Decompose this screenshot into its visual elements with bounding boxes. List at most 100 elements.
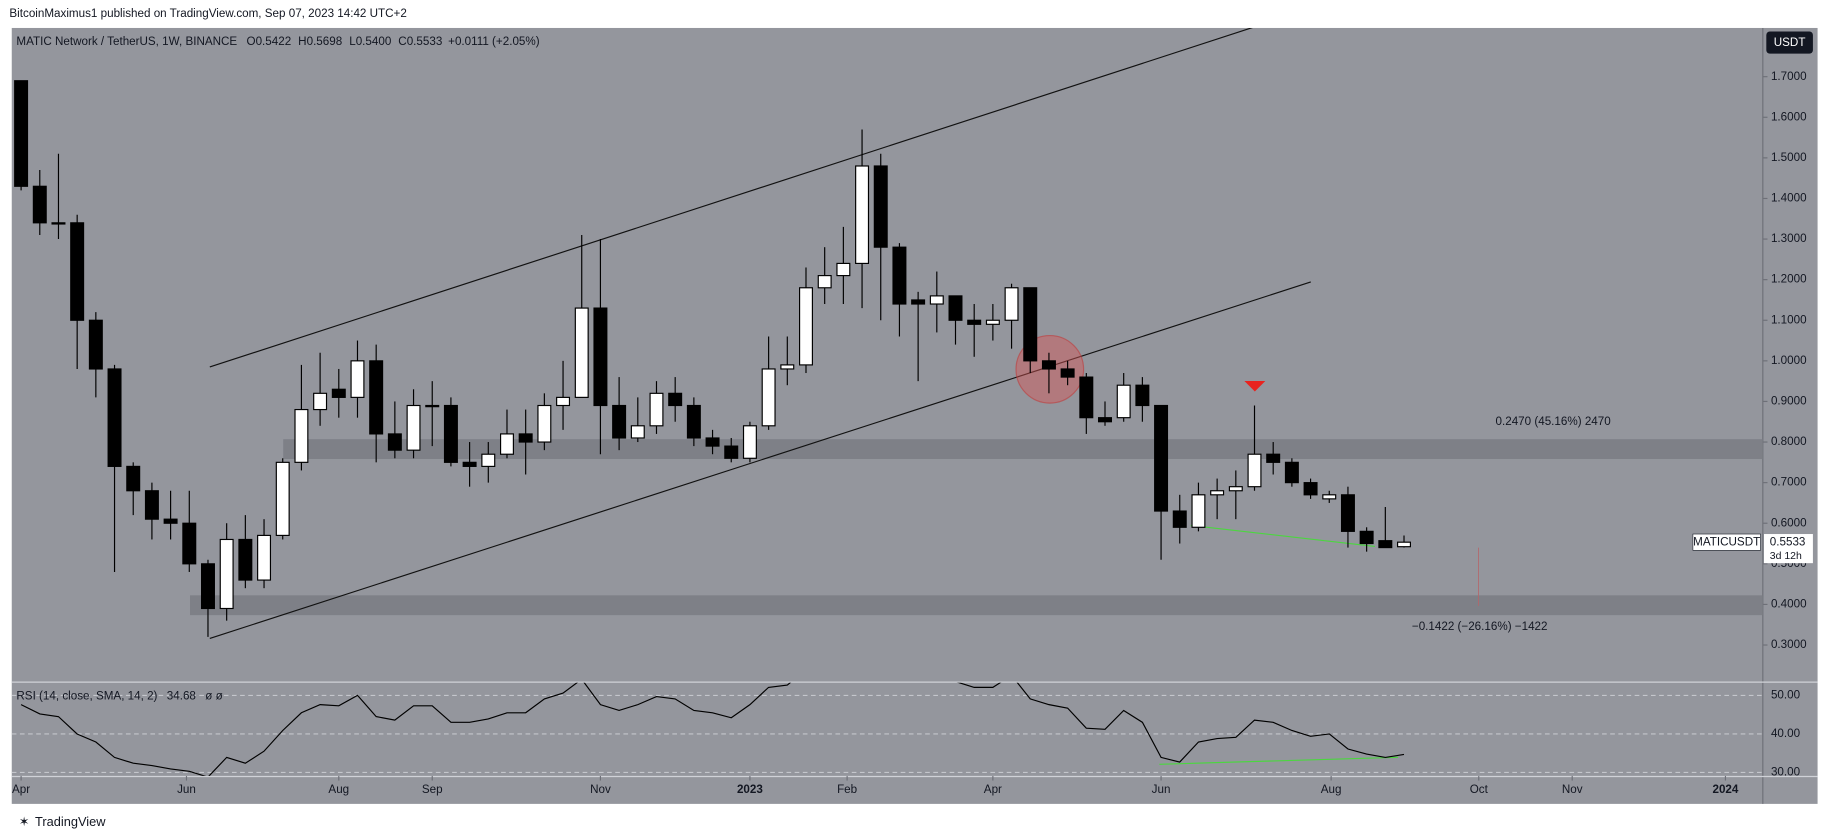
price-tag-value: 0.5533	[1770, 535, 1806, 548]
candle-body	[1210, 490, 1225, 496]
candle-body	[929, 295, 944, 305]
footer-text: TradingView	[35, 814, 106, 829]
candle-body	[1116, 384, 1131, 419]
candle-body	[294, 408, 309, 463]
candle-body	[387, 433, 402, 451]
x-tick-label: Sep	[422, 783, 443, 796]
candle-body	[88, 319, 103, 370]
rsi-drawings	[1159, 756, 1399, 765]
candle-body	[612, 404, 627, 439]
y-tick-label: 1.2000	[1771, 273, 1807, 286]
ohlc-key: H	[298, 35, 306, 48]
candle-body	[780, 364, 795, 370]
candle-body	[126, 465, 141, 492]
candle-body	[556, 396, 571, 407]
rejection-marker	[1244, 380, 1266, 392]
ohlc-value: 0.5698	[307, 35, 343, 48]
header-text: BitcoinMaximus1 published on TradingView…	[9, 7, 406, 20]
ohlc-key: C	[398, 35, 406, 48]
candle-body	[1079, 376, 1094, 419]
symbol-tag-box	[1692, 533, 1761, 551]
drawings	[190, 27, 1763, 640]
candle-body	[1135, 384, 1150, 407]
candle-body	[425, 404, 440, 408]
candle-body	[1023, 287, 1038, 362]
candle-body	[817, 275, 832, 289]
candle-body	[1004, 287, 1019, 321]
candle-body	[836, 262, 851, 277]
channel-upper-line	[209, 27, 1254, 368]
ohlc-value: 0.5533	[407, 35, 443, 48]
currency-label[interactable]: USDT	[1774, 36, 1806, 49]
candle-body	[107, 368, 122, 467]
x-tick-label: Jun	[1152, 783, 1171, 796]
candle-body	[1322, 494, 1337, 500]
y-tick-label: 1.0000	[1771, 354, 1807, 367]
x-tick-label: Feb	[837, 783, 857, 796]
y-tick-label: 1.1000	[1771, 313, 1807, 326]
x-tick-label: Apr	[984, 783, 1002, 796]
measure-down-label: −0.1422 (−26.16%) −1422	[1412, 620, 1548, 633]
candle-body	[574, 307, 589, 398]
candle-body	[1247, 453, 1262, 488]
channel-lower-line	[209, 281, 1311, 640]
candle-body	[1154, 404, 1169, 512]
x-tick-label: Aug	[1321, 783, 1342, 796]
candle-body	[761, 368, 776, 427]
rsi-value: 34.68	[167, 690, 196, 703]
candle-body	[1266, 453, 1281, 463]
candle-body	[200, 563, 215, 610]
currency-button[interactable]	[1766, 31, 1813, 54]
candle-body	[630, 425, 645, 439]
rsi-pane	[11, 682, 1763, 776]
y-tick-label: 1.6000	[1771, 110, 1807, 123]
candle-body	[1098, 417, 1112, 423]
x-tick-label: Jun	[177, 783, 196, 796]
candle-body	[742, 425, 757, 459]
divergence-line	[1190, 524, 1375, 547]
candle-body	[1228, 486, 1243, 492]
x-tick-label: Nov	[1562, 783, 1583, 796]
ohlc-value: 0.5400	[356, 35, 392, 48]
x-tick-label: Nov	[590, 783, 611, 796]
y-tick-label: 1.3000	[1771, 232, 1807, 245]
candle-body	[668, 392, 683, 407]
ohlc-change: +0.0111 (+2.05%)	[448, 35, 540, 48]
rsi-legend: RSI (14, close, SMA, 14, 2) 34.68 ø ø	[16, 690, 222, 703]
candle-body	[462, 461, 477, 467]
candle-body	[257, 534, 272, 581]
candle-body	[985, 319, 1000, 325]
x-tick-label: 2023	[737, 783, 763, 796]
candles	[14, 80, 1412, 637]
candle-body	[406, 404, 421, 451]
candle-body	[518, 433, 533, 443]
legend: MATIC Network / TetherUS, 1W, BINANCE O0.…	[16, 35, 539, 48]
candle-body	[1191, 494, 1206, 528]
candle-body	[313, 392, 328, 411]
candle-body	[331, 388, 346, 398]
candle-body	[144, 490, 159, 520]
y-tick-label: 0.8000	[1771, 435, 1807, 448]
candle-body	[163, 518, 178, 524]
candle-body	[219, 538, 234, 610]
candle-body	[1303, 482, 1318, 496]
y-tick-label: 0.6000	[1771, 516, 1807, 529]
candle-body	[1284, 461, 1299, 484]
candle-body	[182, 522, 197, 565]
x-tick-label: 2024	[1712, 783, 1738, 796]
y-tick-label: 1.7000	[1771, 70, 1807, 83]
candle-body	[799, 287, 813, 366]
candle-body	[593, 307, 608, 407]
rsi-tick-label: 30.00	[1771, 766, 1801, 779]
candle-body	[369, 360, 384, 435]
resistance-zone	[283, 439, 1763, 460]
candle-body	[14, 80, 29, 187]
candle-body	[499, 433, 514, 455]
y-tick-label: 1.5000	[1771, 151, 1807, 164]
support-zone	[190, 595, 1763, 616]
candle-body	[705, 437, 720, 447]
candle-body	[1041, 360, 1056, 370]
y-tick-label: 0.9000	[1771, 395, 1807, 408]
rsi-tick-label: 40.00	[1771, 727, 1801, 740]
candle-body	[649, 392, 664, 427]
